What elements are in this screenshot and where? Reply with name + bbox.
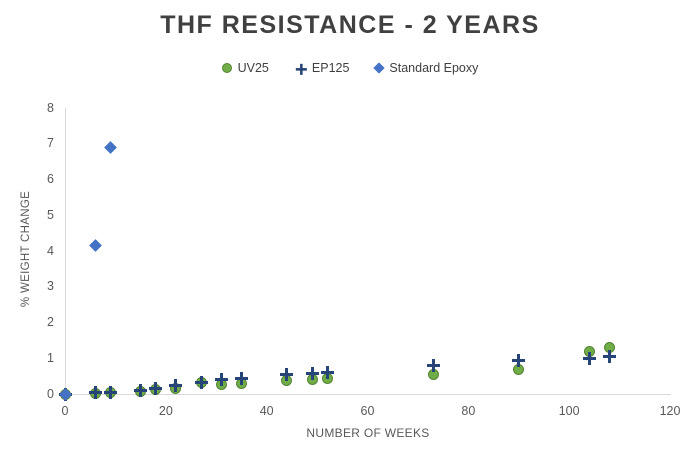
y-tick-label: 4 [47,243,54,258]
data-point-ep125 [169,378,183,392]
legend-item-standard-epoxy: Standard Epoxy [373,61,479,75]
legend-item-ep125: EP125 [295,61,350,75]
data-point-ep125 [134,384,148,398]
x-axis-title: NUMBER OF WEEKS [306,426,430,440]
data-point-ep125 [103,386,117,399]
y-tick-label: 2 [47,315,54,330]
x-tick-label: 0 [61,404,69,418]
data-point-ep125 [582,352,596,365]
chart-title: THF RESISTANCE - 2 YEARS [160,11,540,39]
legend-label: Standard Epoxy [389,61,479,75]
x-tick-label: 120 [659,404,681,418]
legend-marker-ep125-icon [295,63,307,75]
legend: UV25 EP125 Standard Epoxy [0,61,700,75]
y-tick-label: 8 [47,100,54,115]
x-tick-label: 100 [558,404,580,418]
y-tick-label: 5 [47,207,54,222]
plot-area [65,108,671,395]
y-tick-label: 7 [47,136,54,151]
data-point-ep125 [280,368,294,382]
data-point-ep125 [512,353,526,367]
data-point-ep125 [214,372,228,386]
data-point-ep125 [603,350,616,364]
x-tick-label: 40 [259,404,274,418]
y-tick-label: 1 [47,351,54,365]
data-point-ep125 [426,359,440,373]
legend-label: EP125 [311,61,350,75]
y-axis-title: % WEIGHT CHANGE [20,190,32,308]
data-point-ep125 [194,375,208,389]
data-point-ep125 [88,386,102,400]
legend-marker-uv25-icon [221,63,232,73]
data-point-ep125 [234,371,248,385]
legend-label: UV25 [237,61,269,75]
y-tick-label: 0 [47,386,54,401]
x-tick-label: 20 [158,404,173,418]
y-tick-label: 3 [47,279,54,294]
data-point-ep125 [320,366,334,380]
data-point-ep125 [305,367,319,381]
y-tick-label: 6 [47,172,54,187]
data-point-ep125 [149,382,163,396]
legend-marker-standard-epoxy-icon [373,62,386,74]
legend-item-uv25: UV25 [221,61,269,75]
x-tick-label: 60 [360,404,375,418]
x-tick-label: 80 [461,404,476,418]
